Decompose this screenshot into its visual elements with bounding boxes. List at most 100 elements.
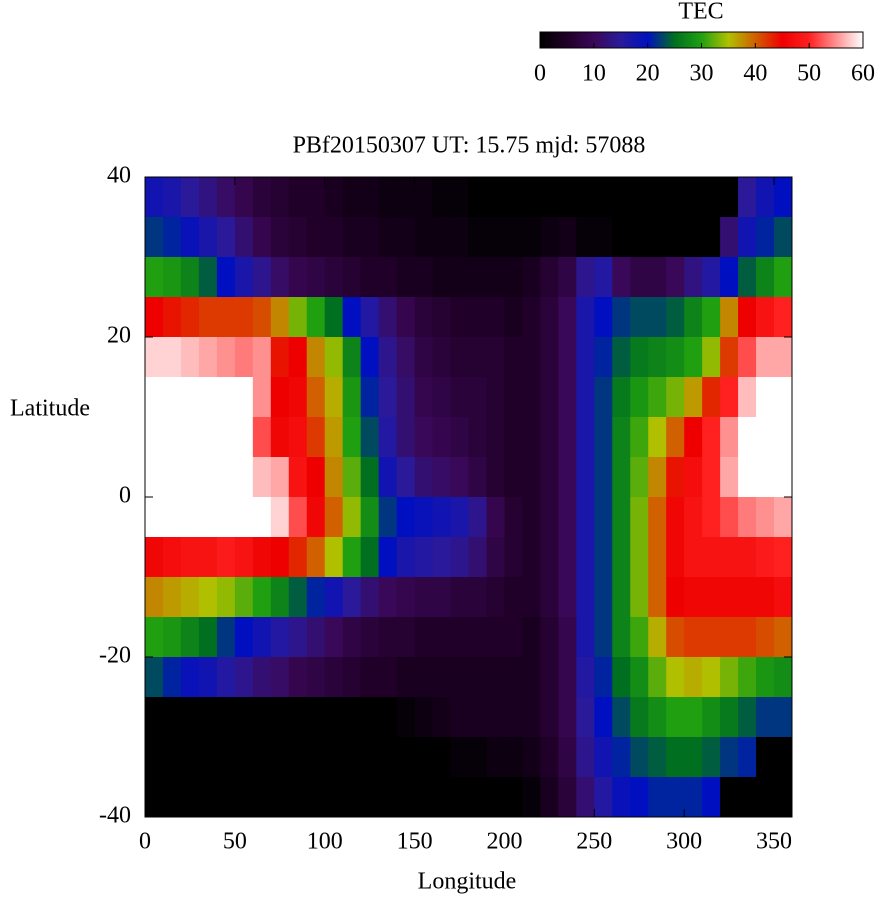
heatmap-cell	[684, 697, 703, 738]
heatmap-cell	[702, 737, 721, 778]
heatmap-cell	[360, 657, 380, 698]
heatmap-cell	[774, 337, 793, 378]
heatmap-cell	[468, 537, 487, 578]
heatmap-cell	[468, 417, 487, 458]
heatmap-cell	[630, 417, 649, 458]
heatmap-cell	[234, 657, 254, 698]
heatmap-cell	[630, 297, 649, 338]
heatmap-cell	[342, 377, 362, 418]
heatmap-cell	[414, 377, 434, 418]
heatmap-cell	[252, 737, 272, 778]
heatmap-cell	[612, 377, 631, 418]
heatmap-cell	[324, 217, 344, 258]
heatmap-cell	[594, 497, 613, 538]
heatmap-cell	[342, 417, 362, 458]
heatmap-cell	[414, 537, 434, 578]
heatmap-cell	[522, 617, 541, 658]
heatmap-cell	[522, 497, 541, 538]
heatmap-cell	[216, 177, 236, 218]
heatmap-cell	[396, 217, 416, 258]
heatmap-cell	[540, 497, 559, 538]
heatmap-cell	[145, 257, 164, 298]
heatmap-cell	[612, 217, 631, 258]
heatmap-cell	[234, 457, 254, 498]
heatmap-cell	[396, 697, 416, 738]
heatmap-cell	[360, 217, 380, 258]
heatmap-cell	[270, 537, 290, 578]
y-tick-label: 20	[107, 323, 131, 349]
x-tick-label: 300	[666, 829, 702, 855]
heatmap-cell	[234, 537, 254, 578]
heatmap-cell	[198, 657, 218, 698]
heatmap-cell	[216, 697, 236, 738]
heatmap-cell	[738, 257, 757, 298]
heatmap-cell	[738, 737, 757, 778]
heatmap-cell	[576, 577, 595, 618]
heatmap-cell	[576, 217, 595, 258]
heatmap-cell	[504, 337, 523, 378]
heatmap-cell	[684, 577, 703, 618]
heatmap-cell	[378, 577, 398, 618]
heatmap-cell	[486, 537, 505, 578]
heatmap-cell	[216, 537, 236, 578]
heatmap-cell	[558, 537, 577, 578]
heatmap-cell	[702, 217, 721, 258]
heatmap-cell	[702, 497, 721, 538]
heatmap-cell	[342, 737, 362, 778]
heatmap-cell	[145, 457, 164, 498]
heatmap-cell	[306, 257, 326, 298]
heatmap-cell	[720, 577, 739, 618]
heatmap-cell	[216, 377, 236, 418]
y-tick-label: 40	[107, 163, 131, 189]
heatmap-cell	[288, 737, 308, 778]
heatmap-cell	[324, 337, 344, 378]
heatmap-cell	[324, 257, 344, 298]
heatmap-cell	[504, 217, 523, 258]
heatmap-cell	[180, 537, 200, 578]
heatmap-cell	[270, 657, 290, 698]
heatmap-cell	[252, 297, 272, 338]
heatmap-cell	[774, 217, 793, 258]
heatmap-cell	[738, 417, 757, 458]
heatmap-cell	[360, 537, 380, 578]
heatmap-cell	[450, 577, 469, 618]
heatmap-cell	[414, 697, 434, 738]
heatmap-cell	[558, 217, 577, 258]
heatmap-cell	[558, 617, 577, 658]
heatmap-cell	[450, 457, 469, 498]
heatmap-cell	[486, 417, 505, 458]
colorbar-label: TEC	[678, 0, 723, 25]
heatmap-cell	[756, 617, 775, 658]
heatmap-cell	[198, 377, 218, 418]
heatmap-cell	[594, 697, 613, 738]
heatmap-cell	[360, 177, 380, 218]
heatmap-cell	[684, 537, 703, 578]
heatmap-cell	[630, 777, 649, 818]
heatmap-cell	[432, 577, 452, 618]
heatmap-cell	[594, 777, 613, 818]
heatmap-cell	[162, 617, 182, 658]
heatmap-cell	[468, 497, 487, 538]
heatmap-cell	[522, 457, 541, 498]
heatmap-cell	[756, 177, 775, 218]
heatmap-cell	[468, 617, 487, 658]
heatmap-cell	[594, 257, 613, 298]
heatmap-cell	[666, 537, 685, 578]
heatmap-cell	[540, 257, 559, 298]
x-tick-label: 350	[756, 829, 792, 855]
heatmap-cell	[198, 777, 218, 818]
heatmap-cell	[180, 697, 200, 738]
heatmap-cell	[738, 577, 757, 618]
heatmap-cell	[684, 497, 703, 538]
heatmap-cell	[162, 697, 182, 738]
heatmap-cell	[666, 457, 685, 498]
heatmap-cell	[306, 697, 326, 738]
heatmap-cell	[720, 337, 739, 378]
heatmap-cell	[486, 217, 505, 258]
heatmap-cell	[216, 577, 236, 618]
heatmap-cell	[648, 417, 667, 458]
heatmap-cell	[378, 657, 398, 698]
heatmap-cell	[594, 457, 613, 498]
heatmap-cell	[612, 337, 631, 378]
